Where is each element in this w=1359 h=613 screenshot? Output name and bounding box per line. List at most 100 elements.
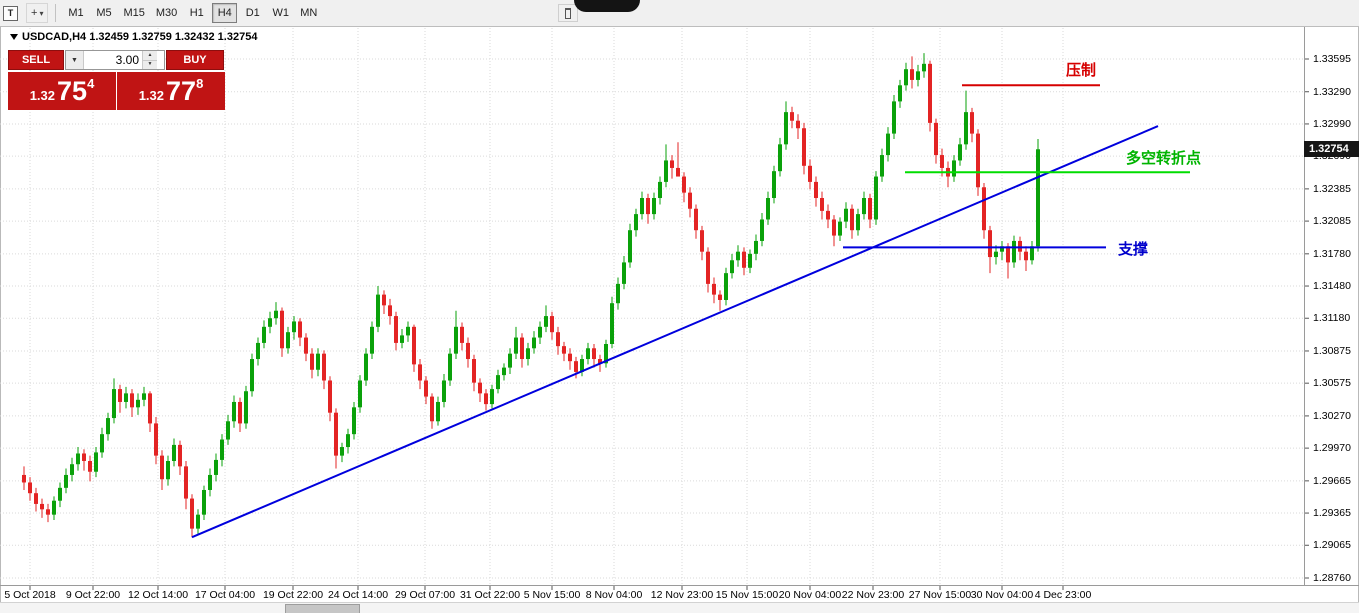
- candle-body: [118, 389, 122, 402]
- candle-body: [340, 447, 344, 456]
- candle-body: [160, 455, 164, 480]
- trade-controls-row: SELL ▼ ▲ ▼ BUY: [8, 50, 225, 70]
- candle-body: [676, 167, 680, 177]
- candle-body: [880, 155, 884, 177]
- candle-body: [280, 310, 284, 349]
- price-axis-label: 1.33290: [1313, 85, 1351, 98]
- candle-body: [532, 337, 536, 349]
- candle-body: [226, 421, 230, 440]
- volume-down-button[interactable]: ▼: [143, 60, 157, 69]
- scrollbar-thumb[interactable]: [285, 604, 360, 613]
- price-axis[interactable]: 1.335951.332901.329901.326901.323851.320…: [1304, 27, 1359, 585]
- time-axis-label: 9 Oct 22:00: [65, 589, 121, 601]
- sell-price[interactable]: 1.32 75 4: [8, 72, 116, 110]
- candle-body: [310, 353, 314, 370]
- candle-body: [766, 198, 770, 220]
- time-axis-label: 12 Nov 23:00: [650, 589, 714, 601]
- candle-body: [754, 240, 758, 254]
- candle-body: [406, 326, 410, 336]
- candle-body: [940, 155, 944, 168]
- candle-body: [82, 453, 86, 461]
- time-axis-label: 31 Oct 22:00: [459, 589, 521, 601]
- candle-body: [232, 401, 236, 422]
- timeframe-button-h4[interactable]: H4: [212, 3, 238, 23]
- candle-body: [490, 389, 494, 405]
- timeframe-button-m1[interactable]: M1: [63, 3, 88, 23]
- timeframe-button-w1[interactable]: W1: [268, 3, 293, 23]
- buy-button[interactable]: BUY: [166, 50, 224, 70]
- candle-body: [958, 144, 962, 161]
- timeframe-buttons: M1 M5 M15 M30 H1 H4 D1 W1 MN: [63, 3, 324, 23]
- candle-body: [100, 434, 104, 453]
- candle-body: [556, 332, 560, 347]
- candle-body: [328, 380, 332, 413]
- candle-body: [1006, 246, 1010, 263]
- candle-body: [286, 332, 290, 349]
- candle-body: [484, 393, 488, 405]
- time-axis-label: 12 Oct 14:00: [127, 589, 189, 601]
- candle-body: [448, 353, 452, 381]
- buy-price[interactable]: 1.32 77 8: [117, 72, 225, 110]
- sell-price-prefix: 1.32: [29, 88, 56, 103]
- price-axis-label: 1.29365: [1313, 507, 1351, 520]
- candle-body: [208, 474, 212, 490]
- candle-body: [886, 133, 890, 156]
- candle-body: [388, 305, 392, 317]
- timeframe-button-mn[interactable]: MN: [296, 3, 321, 23]
- h-scrollbar[interactable]: [0, 602, 1359, 613]
- volume-preset-button[interactable]: ▼: [66, 51, 84, 69]
- one-click-toggle-icon[interactable]: [10, 34, 18, 40]
- candle-body: [688, 192, 692, 209]
- candle-body: [1036, 149, 1040, 247]
- candle-body: [892, 101, 896, 134]
- symbol-ohlc-text: USDCAD,H4 1.32459 1.32759 1.32432 1.3275…: [22, 31, 258, 43]
- candle-body: [652, 198, 656, 215]
- candle-body: [496, 375, 500, 390]
- candle-body: [472, 359, 476, 383]
- one-click-trading-panel: SELL ▼ ▲ ▼ BUY 1.32 75 4 1.32 77 8: [8, 50, 225, 110]
- timeframe-button-m30[interactable]: M30: [152, 3, 181, 23]
- sell-button[interactable]: SELL: [8, 50, 64, 70]
- candle-body: [76, 453, 80, 465]
- candle-body: [466, 342, 470, 360]
- chart-tools-button[interactable]: + ▾: [26, 3, 49, 23]
- price-axis-label: 1.30875: [1313, 344, 1351, 357]
- timeframe-button-h1[interactable]: H1: [184, 3, 209, 23]
- candle-body: [706, 251, 710, 284]
- timeframe-button-d1[interactable]: D1: [240, 3, 265, 23]
- candle-body: [520, 337, 524, 360]
- time-axis-label: 17 Oct 04:00: [194, 589, 256, 601]
- candle-body: [748, 253, 752, 268]
- window-button[interactable]: [558, 4, 578, 22]
- time-axis-label: 5 Nov 15:00: [523, 589, 581, 601]
- timeframe-button-m15[interactable]: M15: [119, 3, 148, 23]
- candle-body: [790, 112, 794, 121]
- candle-body: [262, 326, 266, 343]
- sell-price-big: 75: [57, 76, 88, 106]
- volume-input[interactable]: [84, 51, 142, 69]
- trendline: [191, 125, 1159, 539]
- candle-body: [202, 489, 206, 515]
- candle-body: [628, 230, 632, 263]
- resistance-label: 压制: [1066, 62, 1097, 79]
- candle-body: [604, 343, 608, 364]
- price-axis-label: 1.33595: [1313, 53, 1351, 65]
- sell-price-sup: 4: [87, 76, 95, 91]
- candle-body: [646, 198, 650, 215]
- price-axis-label: 1.30575: [1313, 377, 1351, 390]
- candle-body: [424, 380, 428, 397]
- time-axis-label: 5 Oct 2018: [4, 589, 56, 601]
- candle-body: [976, 133, 980, 188]
- candle-body: [760, 219, 764, 241]
- time-axis[interactable]: 5 Oct 2018 9 Oct 22:00 12 Oct 14:00 17 Oct …: [0, 585, 1359, 603]
- candle-body: [850, 208, 854, 231]
- candle-body: [40, 503, 44, 510]
- candle-body: [46, 509, 50, 515]
- time-axis-label: 4 Dec 23:00: [1034, 589, 1092, 601]
- time-axis-label: 19 Oct 22:00: [262, 589, 324, 601]
- timeframe-button-m5[interactable]: M5: [91, 3, 116, 23]
- candle-body: [196, 514, 200, 529]
- volume-up-button[interactable]: ▲: [143, 51, 157, 61]
- candle-body: [220, 439, 224, 460]
